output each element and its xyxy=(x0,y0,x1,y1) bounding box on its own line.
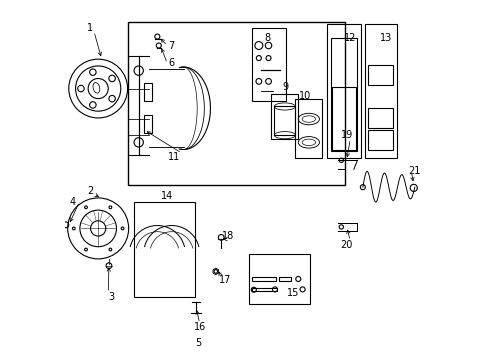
Text: 5: 5 xyxy=(194,338,201,348)
Text: 17: 17 xyxy=(218,275,230,285)
Text: 8: 8 xyxy=(264,33,270,43)
Text: 3: 3 xyxy=(108,292,115,302)
Bar xyxy=(367,130,392,149)
Text: 10: 10 xyxy=(299,91,311,101)
Bar xyxy=(251,28,285,101)
Text: 20: 20 xyxy=(340,239,352,249)
Text: 15: 15 xyxy=(286,288,299,298)
Text: 4: 4 xyxy=(69,197,75,207)
Text: 7: 7 xyxy=(167,41,174,50)
Text: 2: 2 xyxy=(87,186,93,196)
Text: 12: 12 xyxy=(344,33,356,43)
Text: 19: 19 xyxy=(340,130,352,140)
Text: 14: 14 xyxy=(161,191,173,201)
Text: 11: 11 xyxy=(168,152,181,162)
Bar xyxy=(330,39,357,151)
Text: 9: 9 xyxy=(282,82,288,92)
Bar xyxy=(274,107,295,135)
Bar xyxy=(134,202,194,297)
Bar xyxy=(128,22,344,185)
Text: 13: 13 xyxy=(379,33,391,43)
Bar xyxy=(271,94,298,139)
Text: 18: 18 xyxy=(222,231,234,240)
Bar xyxy=(252,288,277,291)
Bar xyxy=(278,277,290,281)
Text: 6: 6 xyxy=(167,58,174,68)
Bar xyxy=(144,116,152,134)
Text: 16: 16 xyxy=(193,322,205,332)
Text: 21: 21 xyxy=(408,166,420,176)
Bar xyxy=(332,87,355,149)
Text: 1: 1 xyxy=(87,23,93,33)
Bar xyxy=(367,108,392,128)
Bar xyxy=(295,99,322,158)
Bar xyxy=(364,24,396,158)
Bar xyxy=(252,277,275,281)
Bar xyxy=(144,83,152,101)
Bar xyxy=(248,253,309,304)
Bar xyxy=(326,24,360,158)
Bar xyxy=(367,65,392,85)
